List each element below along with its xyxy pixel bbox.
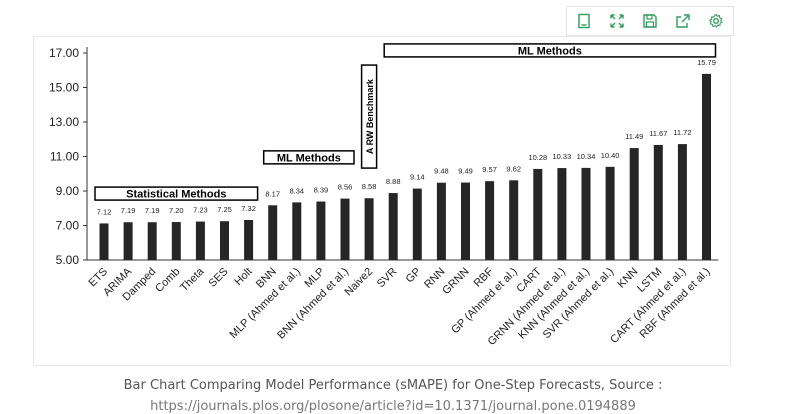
bar	[461, 182, 470, 260]
data-label: 7.19	[121, 206, 136, 215]
category-label: GP	[404, 266, 424, 286]
data-label: 10.34	[577, 152, 596, 161]
settings-button[interactable]	[703, 8, 729, 34]
data-label: 7.25	[217, 205, 232, 214]
bar	[436, 182, 446, 260]
bar	[340, 198, 350, 260]
annotation-box	[94, 186, 259, 201]
chart-toolbar	[566, 6, 734, 36]
data-label: 7.19	[145, 206, 160, 215]
category-label: SVR	[375, 266, 400, 291]
data-label: 7.20	[169, 206, 184, 215]
bar	[244, 219, 254, 260]
y-tick-label: 7.00	[56, 219, 80, 233]
data-label: 9.49	[458, 167, 473, 176]
bar	[653, 144, 663, 260]
bar	[123, 222, 133, 260]
data-label: 9.62	[506, 164, 521, 173]
category-label: GRNN	[440, 266, 471, 297]
bar	[364, 198, 374, 260]
data-label: 7.23	[193, 206, 208, 215]
data-label: 8.56	[338, 183, 353, 192]
bar	[316, 201, 326, 260]
category-label: Theta	[178, 265, 207, 294]
bar	[412, 188, 422, 260]
category-label: Holt	[232, 266, 254, 288]
bar	[581, 167, 591, 260]
y-tick-label: 17.00	[49, 46, 79, 60]
data-label: 8.58	[362, 182, 377, 191]
data-label: 9.57	[482, 165, 497, 174]
y-tick-label: 15.00	[49, 81, 79, 95]
document-icon	[577, 13, 590, 29]
data-label: 7.32	[241, 204, 256, 213]
y-tick-label: 5.00	[56, 253, 80, 267]
data-label: 10.40	[601, 151, 620, 160]
gear-icon	[709, 13, 724, 28]
chart-caption-source: https://journals.plos.org/plosone/articl…	[150, 399, 636, 414]
data-label: 9.48	[434, 167, 449, 176]
bar	[533, 168, 543, 260]
bar-chart: 5.007.009.0011.0013.0015.0017.007.12ETS7…	[49, 43, 719, 348]
data-label: 8.34	[289, 186, 304, 195]
annotation-label: A RW Benchmark	[365, 78, 375, 154]
share-icon	[676, 14, 690, 28]
bar	[702, 73, 711, 260]
floppy-icon	[643, 14, 657, 28]
bar	[171, 222, 181, 260]
data-label: 8.88	[386, 177, 401, 186]
data-label: 11.67	[649, 129, 667, 138]
data-label: 9.14	[410, 173, 425, 182]
annotation-box	[360, 64, 378, 169]
annotation-label: ML Methods	[518, 45, 582, 57]
annotation-box	[262, 150, 355, 165]
save-button[interactable]	[637, 8, 663, 34]
bar	[268, 205, 278, 260]
bar	[388, 193, 398, 260]
annotation-label: Statistical Methods	[126, 189, 226, 201]
bar	[485, 181, 495, 260]
data-label: 8.17	[265, 189, 280, 198]
fullscreen-button[interactable]	[604, 8, 630, 34]
bar	[557, 168, 567, 260]
annotation-box	[383, 43, 717, 58]
bar	[629, 148, 639, 260]
category-label: Comb	[153, 266, 182, 295]
annotation-label: ML Methods	[277, 152, 341, 164]
data-label: 10.28	[528, 153, 547, 162]
bar	[220, 221, 229, 260]
y-tick-label: 13.00	[49, 115, 79, 129]
bar	[677, 144, 687, 260]
chart-caption: Bar Chart Comparing Model Performance (s…	[123, 378, 663, 393]
data-label: 8.39	[314, 186, 329, 195]
data-label: 11.72	[673, 128, 691, 137]
category-label: SES	[207, 266, 231, 290]
expand-icon	[610, 14, 624, 28]
y-tick-label: 9.00	[56, 184, 80, 198]
bar	[509, 180, 519, 260]
data-label: 15.79	[697, 58, 716, 67]
bar	[292, 202, 302, 260]
bar	[147, 222, 157, 260]
bar	[195, 221, 205, 260]
bar	[605, 166, 615, 260]
data-label: 7.12	[97, 207, 112, 216]
data-label: 10.33	[553, 152, 572, 161]
data-label: 11.49	[625, 132, 643, 141]
bar	[99, 223, 109, 260]
share-button[interactable]	[670, 8, 696, 34]
chart-frame: 5.00 7.00 9.00 11.00 13.00 15.00 17.00 7.12 ETS 7…	[33, 36, 731, 366]
view-data-button[interactable]	[571, 8, 597, 34]
y-tick-label: 11.00	[50, 150, 79, 164]
